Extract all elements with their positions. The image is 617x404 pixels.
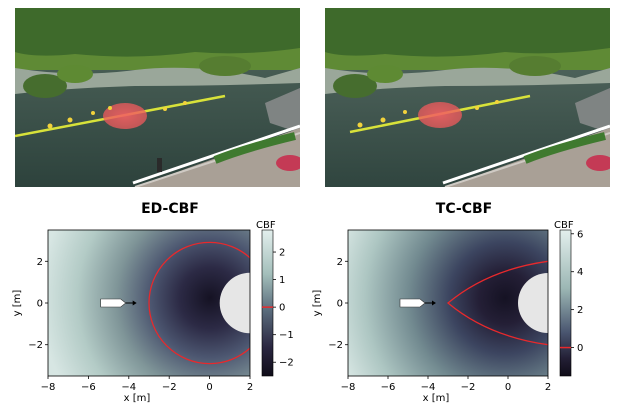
- colorbar-tick-label: 0: [279, 303, 285, 314]
- obstacle: [518, 273, 548, 333]
- chart-title-tc-cbf: TC-CBF: [435, 201, 493, 217]
- colorbar: [559, 229, 572, 377]
- x-axis-label: x [m]: [423, 393, 450, 404]
- y-tick-label: 0: [37, 299, 43, 310]
- y-tick-label: −2: [328, 340, 343, 351]
- obstacle: [219, 272, 250, 334]
- heading-arrowhead: [132, 300, 137, 306]
- chart-title-ed-cbf: ED-CBF: [141, 201, 199, 217]
- chart-panel-ed-cbf: −8 −6 −4 −2 0 2 2 0 −2 x [m] y [m] CBF 2 1 0 −1 −2: [12, 220, 294, 404]
- x-tick-label: −8: [41, 382, 56, 393]
- x-axis-label: x [m]: [124, 393, 151, 404]
- colorbar-label: CBF: [256, 220, 276, 231]
- y-tick-label: 2: [337, 257, 343, 268]
- x-tick-label: 2: [247, 382, 253, 393]
- x-tick-label: 2: [545, 382, 551, 393]
- x-tick-label: −4: [421, 382, 436, 393]
- y-axis-label: y [m]: [12, 290, 23, 317]
- y-tick-label: 0: [337, 299, 343, 310]
- heading-arrowhead: [432, 300, 436, 306]
- x-tick-label: −2: [162, 382, 177, 393]
- x-tick-label: 0: [206, 382, 212, 393]
- y-axis-label: y [m]: [312, 290, 323, 317]
- zero-level-contour: [148, 241, 250, 365]
- colorbar-label: CBF: [554, 220, 574, 231]
- colorbar-tick-label: 1: [279, 275, 285, 286]
- y-tick-label: 2: [37, 257, 43, 268]
- agent-boat: [399, 298, 426, 308]
- x-tick-label: 0: [505, 382, 511, 393]
- colorbar-tick-label: 2: [577, 305, 583, 316]
- agent-boat: [100, 298, 127, 308]
- plot-area: [100, 241, 250, 365]
- colorbar-tick-label: 0: [577, 343, 583, 354]
- x-tick-label: −8: [341, 382, 356, 393]
- photo-right: [325, 8, 610, 187]
- x-tick-label: −2: [461, 382, 476, 393]
- photo-left: [15, 8, 300, 187]
- x-tick-label: −6: [81, 382, 96, 393]
- y-tick-label: −2: [28, 340, 43, 351]
- plot-area: [399, 260, 548, 346]
- colorbar-tick-label: 2: [279, 248, 285, 259]
- zero-level-contour: [446, 260, 548, 346]
- x-tick-label: −6: [381, 382, 396, 393]
- x-tick-label: −4: [121, 382, 136, 393]
- colorbar-tick-label: 4: [577, 267, 583, 278]
- colorbar-tick-label: 6: [577, 229, 583, 240]
- colorbar-tick-label: −2: [279, 358, 294, 369]
- colorbar-tick-label: −1: [279, 330, 294, 341]
- colorbar: [261, 229, 274, 377]
